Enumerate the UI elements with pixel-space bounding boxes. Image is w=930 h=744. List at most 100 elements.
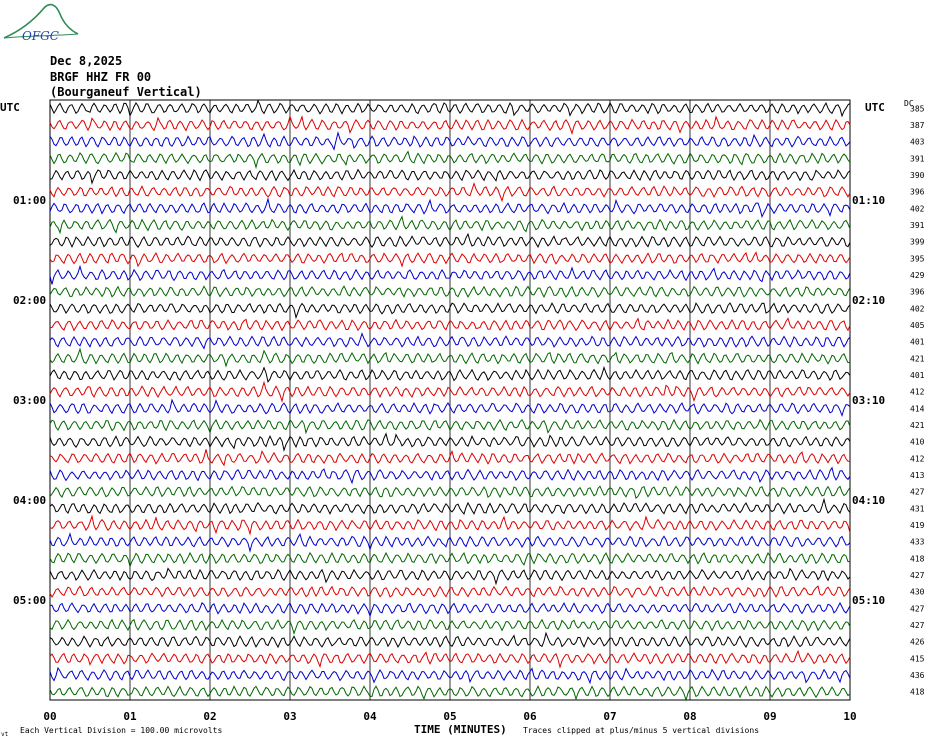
plot-grid — [49, 99, 851, 701]
trace-row-9 — [49, 251, 851, 268]
trace-row-13 — [49, 317, 851, 332]
corner-mark: vt — [1, 731, 9, 738]
dc-offset: 426 — [910, 638, 925, 647]
x-tick-label: 10 — [843, 710, 856, 723]
dc-offset: 395 — [910, 254, 925, 263]
trace-row-32 — [49, 631, 851, 649]
trace-row-11 — [49, 285, 851, 299]
right-hour-label: 03:10 — [852, 394, 885, 407]
dc-offset: 396 — [910, 288, 925, 297]
trace-row-33 — [49, 649, 851, 669]
x-axis-label: TIME (MINUTES) — [414, 723, 507, 736]
left-hour-label: 02:00 — [13, 294, 46, 307]
left-hour-label: 01:00 — [13, 194, 46, 207]
trace-row-30 — [49, 601, 851, 618]
trace-row-10 — [49, 264, 851, 285]
site-label: (Bourganeuf Vertical) — [50, 85, 202, 99]
right-hour-label: 02:10 — [852, 294, 885, 307]
x-tick-label: 05 — [443, 710, 456, 723]
clip-note: Traces clipped at plus/minus 5 vertical … — [523, 726, 759, 735]
dc-offset: 402 — [910, 304, 925, 313]
right-utc-label: UTC — [865, 101, 885, 114]
x-tick-label: 03 — [283, 710, 296, 723]
dc-offset: 419 — [910, 521, 925, 530]
trace-row-22 — [49, 466, 851, 485]
trace-row-23 — [49, 485, 851, 500]
dc-offset: 403 — [910, 138, 925, 147]
left-hour-label: 04:00 — [13, 494, 46, 507]
dc-offset: 427 — [910, 488, 925, 497]
seismic-traces — [49, 99, 851, 702]
trace-row-8 — [49, 232, 851, 249]
scale-note: Each Vertical Division = 100.00 microvol… — [20, 726, 222, 735]
dc-offset: 405 — [910, 321, 925, 330]
trace-row-2 — [49, 130, 851, 151]
x-tick-label: 02 — [203, 710, 216, 723]
dc-offset: 415 — [910, 654, 925, 663]
ofgc-logo: OFGC — [3, 3, 79, 43]
dc-offset: 414 — [910, 404, 925, 413]
trace-row-21 — [49, 449, 850, 467]
trace-row-5 — [49, 181, 851, 203]
x-tick-labels: 00 01 02 03 04 05 06 07 08 09 10 — [43, 710, 856, 723]
dc-offset: 429 — [910, 271, 925, 280]
dc-offset: 436 — [910, 671, 925, 680]
dc-offset: 413 — [910, 471, 925, 480]
trace-row-19 — [49, 418, 851, 435]
dc-offset: 387 — [910, 121, 925, 130]
trace-row-28 — [49, 567, 851, 586]
station-label: BRGF HHZ FR 00 — [50, 70, 152, 84]
trace-row-6 — [49, 197, 851, 219]
dc-offset: 385 — [910, 104, 925, 113]
dc-offset: 410 — [910, 438, 925, 447]
dc-offset: 412 — [910, 388, 925, 397]
x-tick-label: 09 — [763, 710, 776, 723]
trace-row-34 — [49, 666, 851, 685]
dc-offset: 433 — [910, 538, 925, 547]
trace-row-24 — [49, 497, 851, 516]
dc-offset: 421 — [910, 354, 925, 363]
date-label: Dec 8,2025 — [50, 54, 123, 68]
trace-row-25 — [49, 514, 851, 536]
trace-row-16 — [49, 365, 851, 383]
dc-label: DC — [904, 99, 914, 108]
trace-row-1 — [49, 114, 851, 136]
trace-row-0 — [49, 99, 851, 118]
trace-row-4 — [49, 168, 851, 185]
left-hour-labels: 01:00 02:00 03:00 04:00 05:00 — [13, 194, 46, 607]
trace-row-26 — [49, 532, 851, 553]
right-hour-labels: 01:10 02:10 03:10 04:10 05:10 — [852, 194, 885, 607]
dc-offset: 427 — [910, 621, 925, 630]
right-hour-label: 01:10 — [852, 194, 885, 207]
dc-offset: 399 — [910, 238, 925, 247]
dc-offset: 412 — [910, 454, 925, 463]
dc-offset: 427 — [910, 604, 925, 613]
svg-text:OFGC: OFGC — [22, 29, 59, 43]
dc-offset-labels: 385 387 403 391 390 396 402 391 399 395 429 396 402 4… — [910, 104, 925, 696]
trace-row-18 — [49, 398, 851, 418]
right-hour-label: 04:10 — [852, 494, 885, 507]
trace-row-17 — [49, 380, 851, 404]
left-hour-label: 05:00 — [13, 594, 46, 607]
dc-offset: 390 — [910, 171, 925, 180]
trace-row-20 — [49, 432, 851, 453]
right-hour-label: 05:10 — [852, 594, 885, 607]
trace-row-35 — [49, 685, 851, 702]
dc-offset: 418 — [910, 688, 925, 697]
dc-offset: 402 — [910, 204, 925, 213]
left-utc-label: UTC — [0, 101, 20, 114]
left-hour-label: 03:00 — [13, 394, 46, 407]
dc-offset: 430 — [910, 588, 925, 597]
x-tick-label: 04 — [363, 710, 377, 723]
x-tick-label: 06 — [523, 710, 537, 723]
dc-offset: 401 — [910, 371, 925, 380]
trace-row-7 — [49, 215, 851, 235]
dc-offset: 391 — [910, 154, 925, 163]
dc-offset: 418 — [910, 554, 925, 563]
dc-offset: 396 — [910, 188, 925, 197]
x-tick-label: 01 — [123, 710, 137, 723]
x-tick-label: 08 — [683, 710, 696, 723]
dc-offset: 431 — [910, 504, 925, 513]
trace-row-31 — [49, 618, 851, 636]
